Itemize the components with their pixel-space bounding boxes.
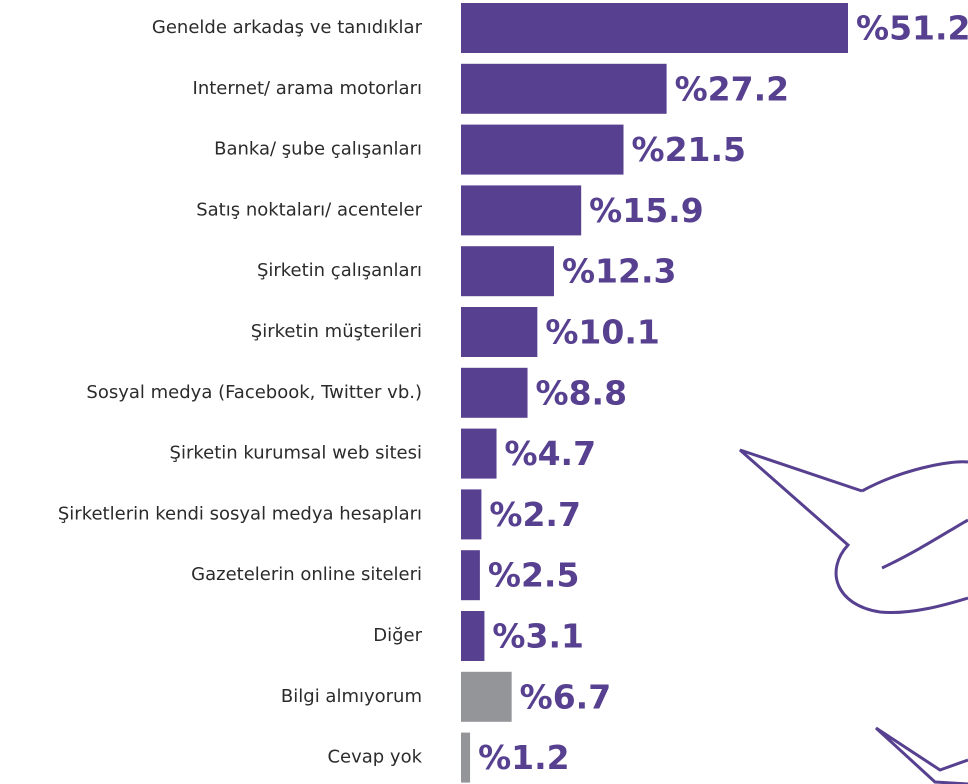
value-label: %1.2 <box>478 738 570 777</box>
category-label: Gazetelerin online siteleri <box>191 564 422 585</box>
category-label: Genelde arkadaş ve tanıdıklar <box>152 17 423 38</box>
value-label: %27.2 <box>675 69 790 108</box>
category-label: Şirketin kurumsal web sitesi <box>170 443 422 464</box>
bar <box>461 489 482 540</box>
speech-bubble-2 <box>874 726 968 784</box>
value-label: %3.1 <box>492 617 584 656</box>
bar <box>461 367 528 418</box>
bar <box>461 246 554 297</box>
bar <box>461 307 538 357</box>
bar <box>461 611 485 661</box>
category-label: Satış noktaları/ acenteler <box>196 199 422 220</box>
value-label: %8.8 <box>536 373 628 412</box>
category-label: Diğer <box>373 625 422 646</box>
category-label: Cevap yok <box>327 747 422 768</box>
decoration <box>739 448 968 784</box>
category-label: Şirketin çalışanları <box>257 260 422 281</box>
category-label: Sosyal medya (Facebook, Twitter vb.) <box>86 382 422 403</box>
bar <box>461 185 582 236</box>
value-label: %12.3 <box>562 252 677 291</box>
bar <box>461 63 667 114</box>
bar <box>461 124 624 175</box>
bar <box>461 428 497 479</box>
value-label: %51.2 <box>856 9 968 48</box>
value-label: %15.9 <box>589 191 704 230</box>
value-label: %2.7 <box>489 495 581 534</box>
category-label: Şirketlerin kendi sosyal medya hesapları <box>58 503 422 524</box>
speech-bubble <box>739 448 968 615</box>
category-label: Internet/ arama motorları <box>193 78 422 99</box>
category-label: Banka/ şube çalışanları <box>214 139 422 160</box>
category-label: Bilgi almıyorum <box>281 686 422 707</box>
value-label: %21.5 <box>632 130 747 169</box>
bar <box>461 671 512 722</box>
value-label: %6.7 <box>520 677 612 716</box>
bar <box>461 550 480 601</box>
bar <box>461 3 848 53</box>
category-label: Şirketin müşterileri <box>251 321 422 342</box>
value-label: %4.7 <box>505 434 597 473</box>
value-label: %10.1 <box>545 313 660 352</box>
value-label: %2.5 <box>488 556 580 595</box>
speech-bubble-line <box>881 518 968 570</box>
bar <box>461 732 471 783</box>
